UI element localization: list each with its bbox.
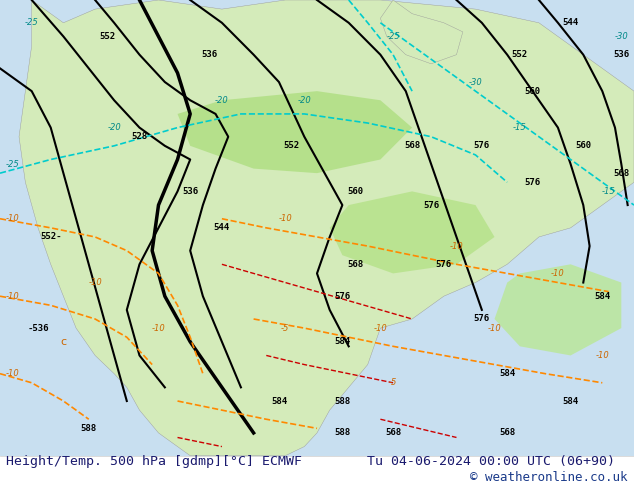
- Text: 568: 568: [613, 169, 630, 178]
- Polygon shape: [380, 0, 463, 64]
- Text: 568: 568: [347, 260, 363, 269]
- Text: -30: -30: [614, 32, 628, 41]
- Text: -30: -30: [469, 77, 482, 87]
- Text: 588: 588: [334, 396, 351, 406]
- Text: -5: -5: [389, 378, 398, 387]
- Text: -25: -25: [6, 160, 20, 169]
- Text: 536: 536: [182, 187, 198, 196]
- Text: 584: 584: [594, 292, 611, 301]
- Text: c: c: [60, 337, 67, 347]
- Text: -10: -10: [88, 278, 102, 287]
- Text: 560: 560: [347, 187, 363, 196]
- Text: -15: -15: [602, 187, 616, 196]
- Polygon shape: [495, 264, 621, 355]
- Polygon shape: [178, 91, 412, 173]
- Text: 576: 576: [474, 315, 490, 323]
- Text: © weatheronline.co.uk: © weatheronline.co.uk: [470, 471, 628, 484]
- Text: 584: 584: [271, 396, 287, 406]
- Text: 576: 576: [423, 200, 439, 210]
- Text: -20: -20: [215, 96, 229, 105]
- Text: 528: 528: [131, 132, 148, 141]
- Text: 576: 576: [524, 178, 541, 187]
- Text: 552: 552: [283, 141, 300, 150]
- Text: 552: 552: [100, 32, 116, 41]
- Text: -10: -10: [551, 269, 565, 278]
- Text: 536: 536: [613, 50, 630, 59]
- Text: -25: -25: [25, 18, 39, 27]
- Text: 544: 544: [214, 223, 230, 232]
- Text: 560: 560: [575, 141, 592, 150]
- Text: -10: -10: [152, 323, 165, 333]
- Text: 552-: 552-: [40, 232, 61, 242]
- Text: 588: 588: [334, 428, 351, 438]
- Text: -20: -20: [107, 123, 121, 132]
- Text: -10: -10: [6, 214, 20, 223]
- Text: -20: -20: [297, 96, 311, 105]
- Text: -10: -10: [278, 214, 292, 223]
- Text: -10: -10: [373, 323, 387, 333]
- Text: 584: 584: [562, 396, 579, 406]
- Text: 576: 576: [334, 292, 351, 301]
- Text: 560: 560: [524, 87, 541, 96]
- Polygon shape: [19, 0, 634, 456]
- Text: 544: 544: [562, 18, 579, 27]
- Text: 536: 536: [201, 50, 217, 59]
- Text: -15: -15: [513, 123, 527, 132]
- Text: -10: -10: [488, 323, 501, 333]
- Text: 588: 588: [81, 424, 97, 433]
- Text: -10: -10: [6, 292, 20, 301]
- Text: -536: -536: [27, 323, 49, 333]
- Text: Tu 04-06-2024 00:00 UTC (06+90): Tu 04-06-2024 00:00 UTC (06+90): [367, 455, 615, 468]
- Text: 568: 568: [404, 141, 420, 150]
- Text: -5: -5: [281, 323, 290, 333]
- Text: 584: 584: [499, 369, 515, 378]
- Text: Height/Temp. 500 hPa [gdmp][°C] ECMWF: Height/Temp. 500 hPa [gdmp][°C] ECMWF: [6, 455, 302, 468]
- Text: 568: 568: [385, 428, 401, 438]
- Text: -25: -25: [386, 32, 400, 41]
- Polygon shape: [330, 192, 495, 273]
- Text: 568: 568: [499, 428, 515, 438]
- Text: -10: -10: [6, 369, 20, 378]
- Text: 584: 584: [334, 337, 351, 346]
- Text: 576: 576: [436, 260, 452, 269]
- Text: -10: -10: [450, 242, 463, 250]
- Text: -10: -10: [595, 351, 609, 360]
- Text: 576: 576: [474, 141, 490, 150]
- Text: 552: 552: [512, 50, 528, 59]
